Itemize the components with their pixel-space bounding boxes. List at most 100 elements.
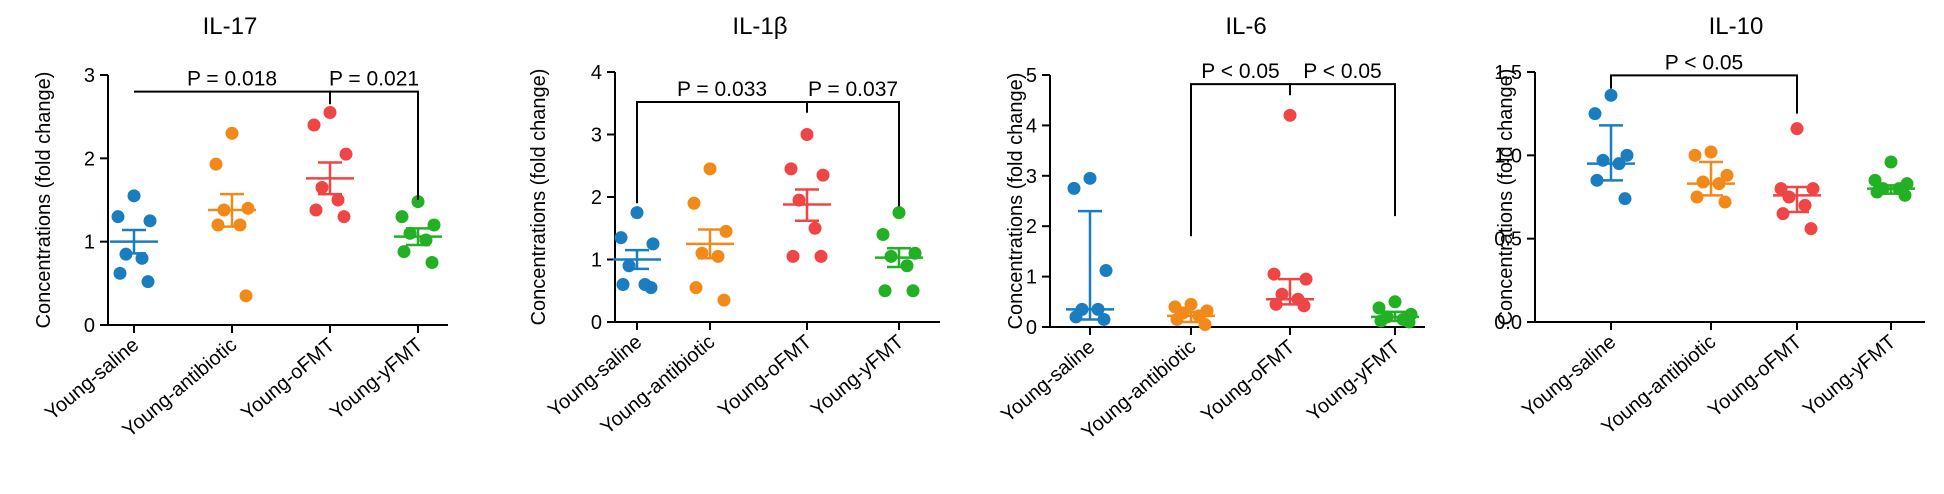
- panel-2-point-1-5: [689, 281, 703, 295]
- panel-2-point-2-1: [784, 162, 798, 176]
- panel-4-point-3-0: [1884, 155, 1898, 169]
- panel-4-point-1-0: [1704, 145, 1718, 159]
- panel-1-ytick-label-1: 1: [84, 232, 95, 254]
- panel-1-point-3-2: [427, 218, 441, 232]
- panel-4-point-2-3: [1782, 190, 1796, 204]
- panel-1-bracket-1: [329, 90, 419, 200]
- panel-4-ytick-label-3: 1.5: [1494, 62, 1522, 84]
- panel-4-point-2-0: [1790, 122, 1804, 136]
- panel-3-ytick-label-5: 5: [1026, 65, 1037, 87]
- panel-1-pvalue-0: P = 0.018: [187, 68, 277, 91]
- panel-2-point-1-6: [717, 293, 731, 307]
- panel-1-ytick-label-2: 2: [84, 148, 95, 170]
- panel-2-point-0-2: [646, 237, 660, 251]
- panel-3-bracket-1: [1289, 83, 1396, 217]
- panel-1-point-1-2: [241, 201, 255, 215]
- panel-2-point-3-6: [906, 284, 920, 298]
- panel-1-point-3-5: [397, 245, 411, 259]
- panel-3-point-0-5: [1069, 310, 1083, 324]
- panel-2-point-2-2: [816, 168, 830, 182]
- panel-1-point-1-0: [225, 126, 239, 140]
- panel-2-point-3-0: [892, 206, 906, 220]
- panel-3-ytick-label-3: 3: [1026, 166, 1037, 188]
- panel-3-point-0-6: [1097, 312, 1111, 326]
- panel-1-bracket-0: [134, 90, 331, 105]
- panel-3-point-2-5: [1269, 297, 1283, 311]
- panel-1-ytick-label-3: 3: [84, 65, 95, 87]
- panel-4-pvalue-0: P < 0.05: [1665, 51, 1743, 74]
- panel-1-ytick-label-0: 0: [84, 315, 95, 337]
- panel-2-point-0-6: [644, 281, 658, 295]
- panel-4-xtick-label-0: Young-saline: [1518, 331, 1620, 422]
- panel-1-point-1-6: [239, 289, 253, 303]
- panel-1-point-0-1: [111, 210, 125, 224]
- panel-1-pvalue-1: P = 0.021: [329, 68, 419, 91]
- panel-4-ylabel: Concentrations (fold change): [1495, 69, 1517, 326]
- panel-2-point-0-1: [614, 231, 628, 245]
- panel-1-xtick-label-2: Young-oFMT: [237, 334, 339, 425]
- panel-4-point-1-2: [1720, 168, 1734, 182]
- panel-3-point-2-3: [1275, 287, 1289, 301]
- panel-2-point-0-0: [630, 206, 644, 220]
- panel-4-point-0-5: [1590, 173, 1604, 187]
- panel-3-point-2-1: [1267, 267, 1281, 281]
- panel-2-ylabel: Concentrations (fold change): [528, 69, 550, 326]
- panel-1-point-0-2: [143, 214, 157, 228]
- panel-3-point-2-0: [1283, 108, 1297, 122]
- panel-4-xtick-label-2: Young-oFMT: [1704, 331, 1806, 422]
- panel-3-title: IL-6: [1225, 13, 1266, 40]
- panel-2-point-3-5: [878, 284, 892, 298]
- panel-3-point-0-1: [1067, 181, 1081, 195]
- panel-4-point-0-1: [1588, 107, 1602, 121]
- panel-4-point-1-6: [1718, 195, 1732, 209]
- panel-1-point-0-5: [113, 266, 127, 280]
- panel-1-point-2-2: [339, 147, 353, 161]
- panel-1-point-1-4: [233, 218, 247, 232]
- panel-1-point-2-3: [315, 181, 329, 194]
- panel-3-pvalue-0: P < 0.05: [1201, 60, 1279, 83]
- panel-2-point-1-0: [703, 162, 717, 176]
- panel-3-point-0-2: [1099, 264, 1113, 278]
- panel-1-point-0-4: [135, 251, 149, 265]
- panel-3-ytick-label-2: 2: [1026, 216, 1037, 238]
- panel-4-ytick-label-2: 1.0: [1494, 145, 1522, 167]
- panel-1-point-2-6: [337, 210, 351, 224]
- panel-4-point-3-1: [1868, 173, 1882, 187]
- panel-4-point-0-6: [1618, 192, 1632, 206]
- panel-3-ytick-label-0: 0: [1026, 317, 1037, 339]
- panel-3-ylabel: Concentrations (fold change): [1005, 73, 1027, 330]
- panel-3-point-3-1: [1372, 301, 1386, 315]
- panel-3-xtick-label-2: Young-oFMT: [1197, 336, 1299, 427]
- panel-1-point-1-5: [211, 218, 225, 232]
- panel-4-bracket-0: [1610, 74, 1798, 114]
- panel-4-point-2-1: [1774, 182, 1788, 196]
- panel-1-point-3-1: [395, 210, 409, 224]
- panel-2-bracket-1: [806, 101, 900, 207]
- panel-2-point-2-4: [808, 221, 822, 235]
- panel-4-point-0-2: [1620, 148, 1634, 162]
- panel-1-xtick-label-3: Young-yFMT: [326, 334, 427, 424]
- panel-2-bracket-0: [636, 101, 808, 204]
- panel-2-point-2-5: [786, 249, 800, 263]
- panel-4-point-3-6: [1898, 188, 1912, 202]
- panel-3-pvalue-1: P < 0.05: [1303, 60, 1381, 83]
- panel-2-pvalue-1: P = 0.037: [808, 78, 898, 101]
- panel-2-ytick-label-4: 4: [591, 62, 602, 84]
- panel-2-ytick-label-1: 1: [591, 250, 602, 272]
- panel-3-bracket-0: [1190, 83, 1291, 237]
- panel-4-point-1-3: [1696, 175, 1710, 189]
- panel-3-point-2-6: [1297, 299, 1311, 313]
- panel-1-point-1-1: [209, 157, 223, 171]
- panel-4-ytick-label-0: 0.0: [1494, 312, 1522, 334]
- panel-3-point-3-0: [1388, 295, 1402, 309]
- panel-1-point-3-0: [411, 195, 425, 209]
- panel-2-point-1-1: [687, 196, 701, 210]
- panel-4-point-2-6: [1804, 222, 1818, 236]
- panel-4-ytick-label-1: 0.5: [1494, 229, 1522, 251]
- panel-2-point-0-5: [616, 278, 630, 291]
- panel-2-xtick-label-3: Young-yFMT: [807, 331, 908, 421]
- panel-3-ytick-label-4: 4: [1026, 115, 1037, 137]
- panel-1-point-0-0: [127, 189, 141, 203]
